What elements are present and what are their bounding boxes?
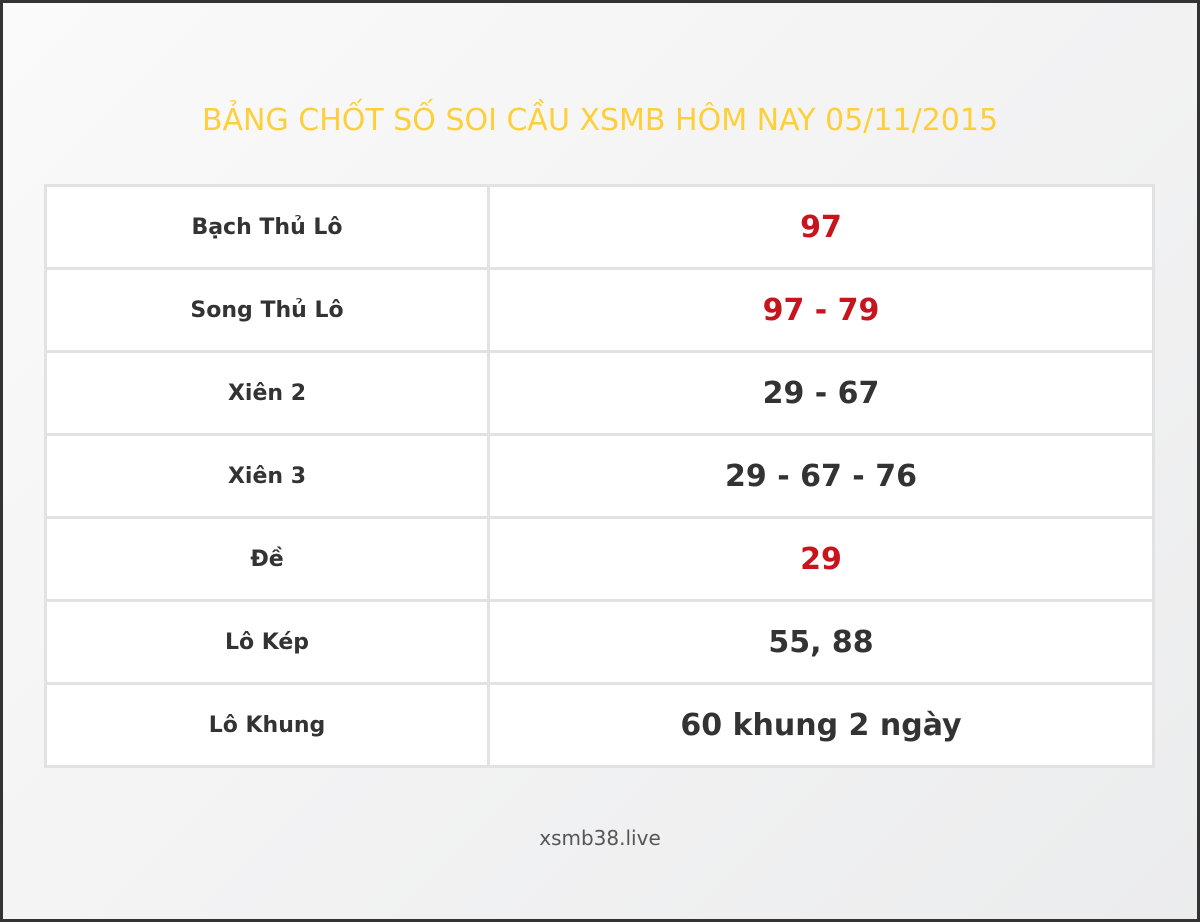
row-value: 60 khung 2 ngày [487,682,1155,768]
row-value: 97 - 79 [487,267,1155,353]
row-label: Lô Khung [44,682,490,768]
row-value: 29 - 67 - 76 [487,433,1155,519]
row-label: Đề [44,516,490,602]
row-label: Bạch Thủ Lô [44,184,490,270]
table-row: Lô Khung 60 khung 2 ngày [44,682,1155,768]
row-value: 29 - 67 [487,350,1155,436]
prediction-table: Bạch Thủ Lô 97 Song Thủ Lô 97 - 79 Xiên 2 29 … [44,184,1155,768]
row-label: Lô Kép [44,599,490,685]
table-row: Đề 29 [44,516,1155,602]
row-label: Xiên 2 [44,350,490,436]
table-row: Song Thủ Lô 97 - 79 [44,267,1155,353]
row-label: Song Thủ Lô [44,267,490,353]
site-watermark: xsmb38.live [539,826,661,850]
table-row: Xiên 2 29 - 67 [44,350,1155,436]
row-value: 97 [487,184,1155,270]
row-label: Xiên 3 [44,433,490,519]
page-title: BẢNG CHỐT SỐ SOI CẦU XSMB HÔM NAY 05/11/… [201,103,999,138]
table-row: Lô Kép 55, 88 [44,599,1155,685]
table-row: Xiên 3 29 - 67 - 76 [44,433,1155,519]
table-row: Bạch Thủ Lô 97 [44,184,1155,270]
row-value: 55, 88 [487,599,1155,685]
row-value: 29 [487,516,1155,602]
